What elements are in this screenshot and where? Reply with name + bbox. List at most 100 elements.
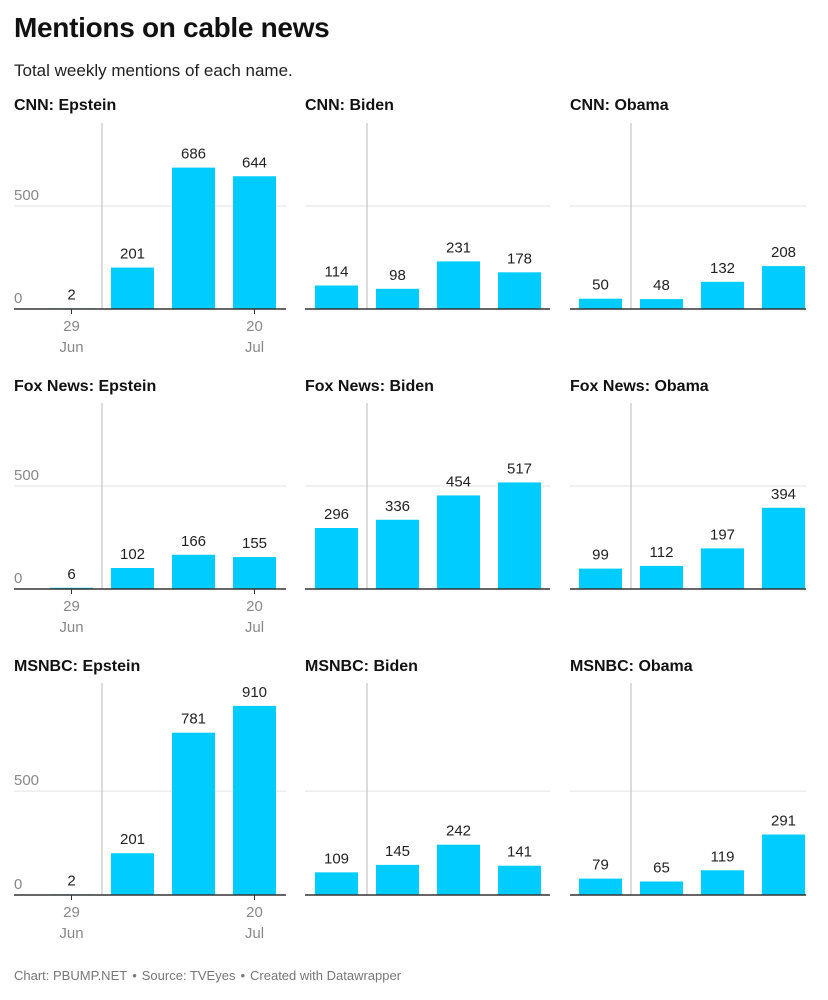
footer-chart-credit[interactable]: Chart: PBUMP.NET [14, 968, 128, 983]
bar [579, 298, 622, 309]
x-tick-label: 29 [63, 318, 80, 335]
panel-msnbc-epstein: 0 500 2 201 781 910 29 Jun 20 Jul [14, 683, 286, 942]
data-label: 145 [385, 843, 410, 860]
bar [701, 870, 744, 895]
chart-footer: Chart: PBUMP.NET • Source: TVEyes • Created … [14, 968, 401, 983]
data-label: 201 [120, 246, 145, 263]
x-tick-label: 20 [246, 904, 263, 921]
bar [498, 482, 541, 589]
bar [111, 267, 154, 309]
x-tick-label: 29 [63, 598, 80, 615]
footer-separator: • [240, 968, 246, 983]
data-label: 6 [67, 566, 75, 583]
data-label: 114 [325, 264, 349, 281]
panel-title-cnn-obama: CNN: Obama [570, 97, 669, 114]
bar [701, 281, 744, 309]
panel-msnbc-biden: 109 145 242 141 [305, 683, 550, 896]
data-label: 517 [507, 460, 532, 477]
bar [315, 527, 358, 589]
bar [376, 519, 419, 589]
data-label: 781 [181, 711, 206, 728]
bar [498, 865, 541, 895]
data-label: 296 [324, 506, 349, 523]
panel-cnn-epstein: 0 500 2 201 686 644 29 Jun 20 Jul [14, 123, 286, 356]
bar [640, 881, 683, 895]
data-label: 178 [507, 250, 532, 267]
panel-title-msnbc-epstein: MSNBC: Epstein [14, 658, 141, 675]
y-tick-label: 0 [14, 876, 22, 893]
bar [762, 507, 805, 589]
bar [172, 732, 215, 895]
footer-created-with[interactable]: Created with Datawrapper [250, 968, 402, 983]
bar [376, 288, 419, 309]
data-label: 231 [446, 239, 471, 256]
bar [315, 285, 358, 309]
data-label: 109 [324, 850, 349, 867]
chart-title: Mentions on cable news [14, 12, 330, 43]
panel-cnn-biden: 114 98 231 178 [305, 123, 550, 310]
panel-msnbc-obama: 79 65 119 291 [570, 683, 806, 896]
bar [111, 567, 154, 589]
data-label: 155 [242, 535, 267, 552]
bar [701, 548, 744, 589]
bar [233, 705, 276, 895]
data-label: 112 [650, 544, 674, 561]
y-tick-label: 0 [14, 290, 22, 307]
data-label: 65 [653, 859, 670, 876]
y-tick-label: 0 [14, 570, 22, 587]
bar [498, 272, 541, 309]
x-tick-label: Jun [59, 619, 83, 636]
x-tick-label: Jun [59, 925, 83, 942]
data-label: 119 [711, 848, 735, 865]
data-label: 98 [389, 267, 406, 284]
data-label: 454 [446, 473, 471, 490]
bar [640, 565, 683, 589]
bar [233, 176, 276, 309]
data-label: 208 [771, 244, 796, 261]
data-label: 291 [771, 813, 796, 830]
x-tick-label: 20 [246, 598, 263, 615]
x-tick-label: Jul [245, 925, 264, 942]
bar [579, 568, 622, 589]
x-tick-label: Jul [245, 619, 264, 636]
bar [437, 844, 480, 895]
bar [172, 554, 215, 589]
footer-separator: • [132, 968, 137, 983]
data-label: 132 [710, 260, 735, 277]
data-label: 686 [181, 146, 206, 163]
x-tick-label: 20 [246, 318, 263, 335]
bar [233, 557, 276, 589]
data-label: 102 [120, 546, 145, 563]
data-label: 166 [181, 533, 206, 550]
bar [579, 878, 622, 895]
data-label: 2 [67, 286, 75, 303]
data-label: 50 [592, 277, 609, 294]
bar [640, 299, 683, 309]
panel-fox-obama: 99 112 197 394 [570, 403, 806, 590]
panel-title-cnn-biden: CNN: Biden [305, 97, 394, 114]
data-label: 2 [67, 872, 75, 889]
x-tick-label: Jun [59, 339, 83, 356]
panel-title-cnn-epstein: CNN: Epstein [14, 97, 117, 114]
panel-fox-epstein: 0 500 6 102 166 155 29 Jun 20 Jul [14, 403, 286, 636]
panel-title-fox-epstein: Fox News: Epstein [14, 378, 157, 395]
panel-title-fox-biden: Fox News: Biden [305, 378, 434, 395]
x-tick-label: Jul [245, 339, 264, 356]
data-label: 197 [710, 526, 735, 543]
y-tick-label: 500 [14, 187, 39, 204]
bar [762, 266, 805, 309]
chart-subtitle: Total weekly mentions of each name. [14, 61, 293, 80]
data-label: 99 [592, 547, 609, 564]
data-label: 141 [507, 844, 532, 861]
bar [437, 261, 480, 309]
data-label: 48 [653, 277, 670, 294]
panel-title-msnbc-biden: MSNBC: Biden [305, 658, 418, 675]
bar [762, 834, 805, 895]
bar [315, 872, 358, 895]
y-tick-label: 500 [14, 772, 39, 789]
panel-cnn-obama: 50 48 132 208 [570, 123, 806, 310]
data-label: 644 [242, 154, 267, 171]
data-label: 394 [771, 486, 796, 503]
panel-title-msnbc-obama: MSNBC: Obama [570, 658, 693, 675]
bar [437, 495, 480, 589]
